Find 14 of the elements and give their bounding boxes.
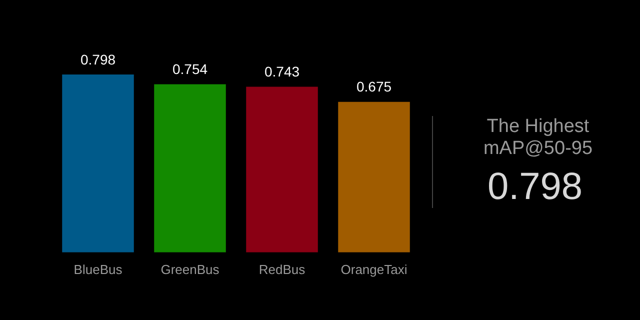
text: 0.798	[486, 166, 584, 209]
bar	[338, 102, 410, 252]
x-tick-label: RedBus	[258, 262, 306, 277]
data-label: 0.743	[264, 64, 300, 80]
data-label: 0.754	[172, 61, 208, 78]
bar	[246, 86, 318, 252]
x-tick-label: GreenBus	[160, 262, 220, 277]
data-label: 0.798	[80, 51, 116, 68]
bar	[62, 74, 134, 252]
data-label: 0.675	[356, 78, 392, 95]
text: The Highest mAP@50-95	[482, 116, 594, 160]
x-tick-label: OrangeTaxi	[340, 262, 408, 277]
bar	[154, 84, 226, 252]
x-tick-label: BlueBus	[74, 262, 123, 277]
